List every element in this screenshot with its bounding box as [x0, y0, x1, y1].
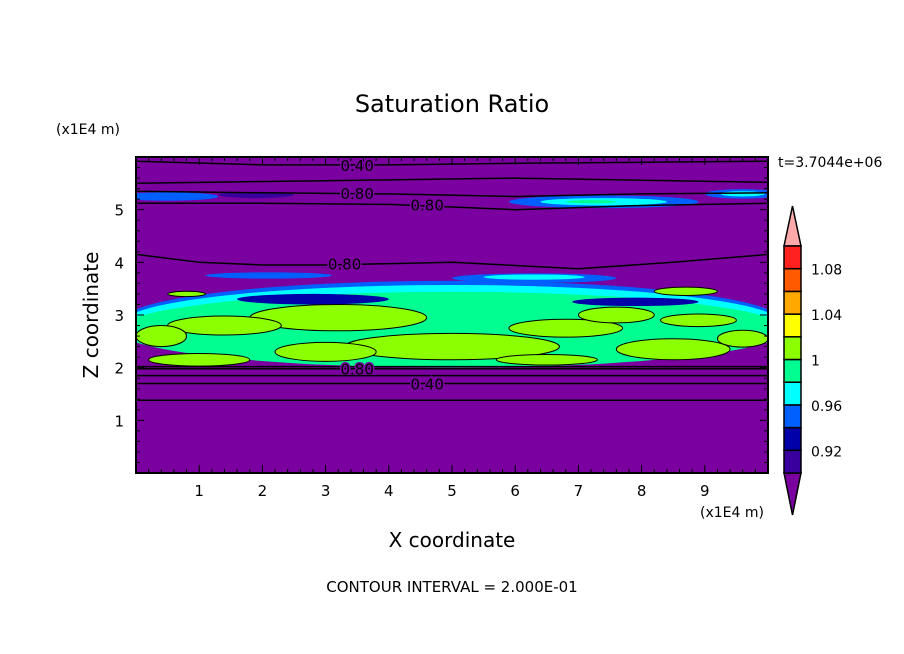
x-tick-label: 3: [321, 482, 331, 500]
colorbar-box: [783, 404, 802, 429]
colorbar: 0.92 0.96 1 1.04 1.08: [783, 205, 842, 516]
colorbar-box: [783, 449, 802, 474]
colorbar-box: [783, 245, 802, 270]
colorbar-tick-label: 0.92: [811, 444, 842, 460]
fill-region: [136, 325, 188, 348]
contour-line: [136, 177, 768, 185]
fill-region: [205, 272, 332, 279]
fill-region: [565, 200, 617, 204]
fill-region: [615, 338, 731, 361]
colorbar-box: [783, 358, 802, 383]
x-tick-label: 4: [384, 482, 394, 500]
x-tick-label: 8: [637, 482, 647, 500]
colorbar-tick-label: 1: [811, 354, 820, 370]
y-tick-label: 5: [114, 202, 124, 220]
contour-label: 0.80: [410, 196, 443, 214]
x-axis-label: X coordinate: [389, 528, 516, 552]
fill-region: [483, 274, 585, 280]
plot-area: [136, 157, 768, 473]
y-tick-label: 1: [114, 412, 124, 430]
fill-region: [660, 313, 737, 328]
contour-label: 0.80: [340, 185, 373, 203]
fill-region: [167, 290, 207, 298]
contour-interval-footer: CONTOUR INTERVAL = 2.000E-01: [326, 578, 577, 596]
colorbar-box: [783, 381, 802, 406]
fill-region: [148, 352, 251, 367]
colorbar-tick-label: 0.96: [811, 399, 842, 415]
x-tick-label: 5: [447, 482, 457, 500]
axis-ticks: 1 2 3 4 5 6 7 8 9 1 2 3 4 5: [114, 156, 769, 500]
x-units-label: (x1E4 m): [700, 505, 764, 521]
contour-label: 0.80: [328, 255, 361, 273]
fill-region: [136, 192, 219, 201]
colorbar-box: [783, 336, 802, 361]
fill-region: [495, 354, 598, 366]
y-tick-label: 2: [114, 360, 124, 378]
x-tick-label: 2: [258, 482, 268, 500]
y-tick-label: 4: [114, 254, 124, 272]
fill-region: [653, 286, 718, 297]
fill-region: [577, 306, 655, 324]
fill-region: [572, 297, 699, 307]
chart-title: Saturation Ratio: [355, 90, 549, 118]
fill-region: [274, 341, 377, 362]
contour-line: [136, 190, 768, 198]
contour-line: [136, 253, 768, 270]
time-label: t=3.7044e+06: [778, 155, 882, 171]
contour-label: 0.40: [340, 157, 373, 175]
fill-region: [237, 293, 389, 305]
colorbar-tick-label: 1.04: [811, 308, 842, 324]
y-tick-label: 3: [114, 307, 124, 325]
colorbar-under-triangle: [783, 472, 802, 516]
fill-region: [716, 329, 768, 348]
x-tick-label: 7: [574, 482, 584, 500]
colorbar-tick-label: 1.08: [811, 263, 842, 279]
colorbar-over-triangle: [783, 205, 802, 247]
contour-line: [136, 202, 768, 211]
x-tick-label: 6: [510, 482, 520, 500]
x-tick-label: 9: [700, 482, 710, 500]
y-axis-label: Z coordinate: [79, 252, 103, 379]
x-tick-label: 1: [194, 482, 204, 500]
contour-label: 0.40: [410, 375, 443, 393]
fill-region: [508, 318, 624, 338]
colorbar-box: [783, 267, 802, 293]
colorbar-box: [783, 426, 802, 452]
colorbar-box: [783, 290, 802, 315]
colorbar-box: [783, 313, 802, 338]
y-units-label: (x1E4 m): [56, 122, 120, 138]
